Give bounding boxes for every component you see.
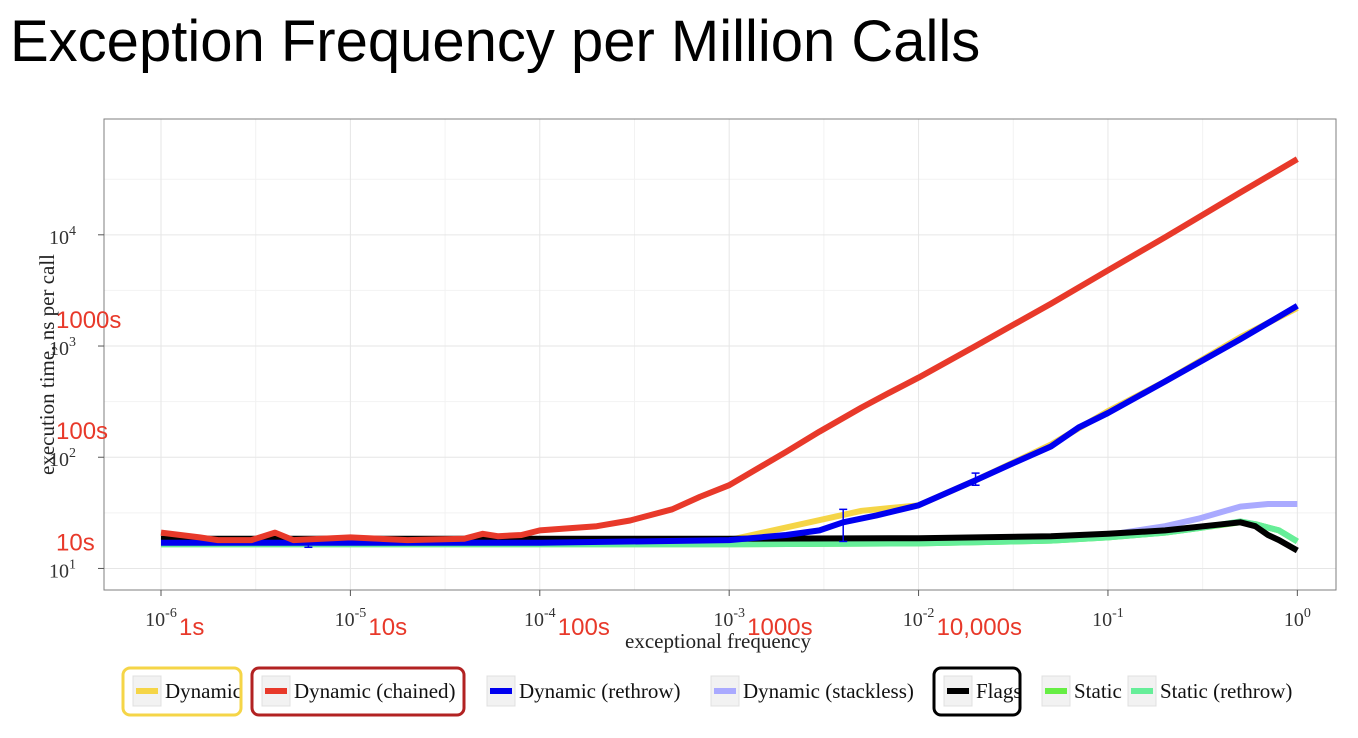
x-tick-label: 10-6	[145, 606, 177, 631]
x-annotation: 1000s	[747, 614, 812, 641]
legend-highlight-box	[250, 666, 466, 717]
series-layer	[160, 156, 1299, 554]
x-axis-title: exceptional frequency	[625, 629, 811, 653]
annotation-layer: 1s 10s 100s 1000s 10,000s 1000s 100s 10s	[56, 307, 1022, 641]
legend-label: Flags	[976, 679, 1022, 703]
legend-label: Static	[1074, 679, 1122, 703]
legend-item: Static	[1041, 675, 1122, 707]
x-tick-label: 10-5	[335, 606, 367, 631]
legend-item: Static (rethrow)	[1127, 675, 1292, 707]
y-tick-label: 103	[49, 335, 76, 360]
x-tick-label: 10-2	[903, 606, 935, 631]
grid-layer	[104, 119, 1336, 590]
legend-label: Dynamic (rethrow)	[519, 679, 681, 703]
y-tick-label: 101	[49, 557, 76, 582]
x-annotation: 1s	[179, 614, 204, 641]
legend-item: Dynamic (rethrow)	[486, 675, 681, 707]
x-tick-label: 10-3	[713, 606, 745, 631]
axis-layer: 10-6 10-5 10-4 10-3 10-2 10-1 100 101 102 103 104 e…	[35, 118, 1337, 653]
legend-item: Dynamic (stackless)	[710, 675, 914, 707]
legend-highlight-box	[121, 666, 243, 717]
y-annotation: 10s	[56, 529, 95, 556]
y-tick-label: 104	[49, 224, 76, 249]
legend-label: Dynamic (chained)	[294, 679, 456, 703]
legend-item: Dynamic (chained)	[250, 666, 466, 717]
x-tick-label: 100	[1284, 606, 1311, 631]
y-annotation: 1000s	[56, 307, 121, 334]
legend-label: Static (rethrow)	[1160, 679, 1292, 703]
plot-border	[103, 118, 1337, 591]
legend-item: Dynamic	[121, 666, 243, 717]
legend-item: Flags	[932, 666, 1022, 717]
x-annotation: 10,000s	[937, 614, 1022, 641]
legend-label: Dynamic (stackless)	[743, 679, 914, 703]
y-axis-title: execution time, ns per call	[35, 254, 59, 475]
x-annotation: 10s	[368, 614, 407, 641]
plot-panel	[104, 119, 1336, 590]
chart-title: Exception Frequency per Million Calls	[10, 9, 981, 74]
y-annotation: 100s	[56, 418, 108, 445]
y-tick-label: 102	[49, 446, 76, 471]
x-annotation: 100s	[558, 614, 610, 641]
legend: Dynamic Dynamic (chained) Dynamic (rethrow…	[121, 666, 1292, 717]
x-tick-label: 10-1	[1092, 606, 1124, 631]
x-tick-label: 10-4	[524, 606, 556, 631]
legend-highlight-box	[932, 666, 1022, 717]
legend-label: Dynamic	[165, 679, 242, 703]
